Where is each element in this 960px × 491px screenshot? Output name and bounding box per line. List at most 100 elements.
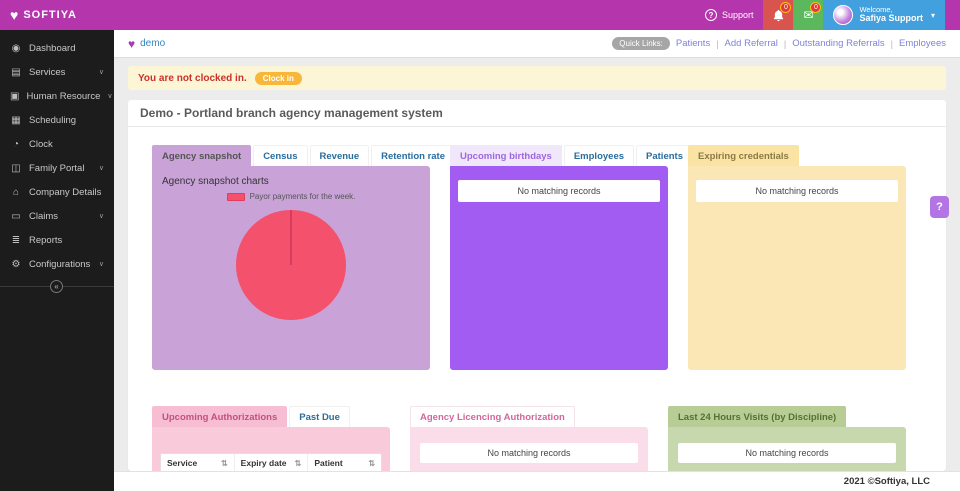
sidebar-item-label: Services	[29, 66, 66, 78]
chevron-down-icon: ∨	[107, 93, 113, 100]
bell-icon	[773, 9, 784, 21]
quick-links: Quick Links: Patients | Add Referral | O…	[612, 37, 946, 50]
family-portal-icon: ◫	[11, 162, 21, 174]
clock-in-button[interactable]: Clock in	[254, 71, 302, 85]
column-header-service[interactable]: Service ⇅	[161, 454, 235, 471]
messages-button[interactable]: ✉ 0	[793, 0, 824, 30]
quick-link-outstanding-referrals[interactable]: Outstanding Referrals	[792, 38, 885, 49]
sidebar-divider: «	[0, 280, 114, 300]
content-area: You are not clocked in. Clock in Demo - …	[114, 58, 960, 471]
quick-links-label: Quick Links:	[612, 37, 670, 50]
quick-link-employees[interactable]: Employees	[899, 38, 946, 49]
sidebar-item-label: Company Details	[29, 186, 102, 198]
help-floating-button[interactable]: ?	[930, 196, 949, 218]
column-label: Expiry date	[240, 458, 287, 468]
tab-retention-rate[interactable]: Retention rate	[371, 145, 455, 166]
authorizations-table-header: Service ⇅ Expiry date ⇅ Patient	[160, 453, 382, 471]
link-separator: |	[890, 38, 893, 49]
tab-past-due[interactable]: Past Due	[289, 406, 350, 427]
column-header-patient[interactable]: Patient ⇅	[308, 454, 381, 471]
brand-logo[interactable]: ♥ SOFTIYA	[0, 8, 114, 22]
licencing-panel-body: No matching records	[410, 427, 648, 471]
sidebar-item-label: Clock	[29, 138, 53, 150]
sidebar-item-reports[interactable]: ≣ Reports	[0, 228, 114, 252]
sidebar-item-configurations[interactable]: ⚙ Configurations ∨	[0, 252, 114, 276]
page-title: Demo - Portland branch agency management…	[128, 100, 946, 127]
chevron-down-icon: ∨	[98, 261, 104, 268]
sidebar-item-clock[interactable]: ◔ Clock	[0, 132, 114, 156]
question-circle-icon: ?	[704, 9, 717, 21]
link-separator: |	[783, 38, 787, 49]
tab-expiring-credentials[interactable]: Expiring credentials	[688, 145, 799, 166]
human-resource-icon: ▣	[10, 90, 20, 102]
tab-employees[interactable]: Employees	[563, 145, 635, 166]
credentials-panel-body: No matching records	[688, 166, 906, 370]
pie-chart	[152, 209, 430, 321]
sidebar-item-dashboard[interactable]: ◉ Dashboard	[0, 36, 114, 60]
empty-state: No matching records	[696, 180, 898, 202]
pie-chart-svg	[236, 210, 346, 320]
licencing-tabs: Agency Licencing Authorization	[410, 406, 648, 427]
empty-state: No matching records	[678, 443, 896, 463]
user-name: Safiya Support	[859, 13, 923, 24]
panels-container: Agency snapshot Census Revenue Retention…	[128, 127, 946, 471]
breadcrumb[interactable]: ♥ demo	[128, 37, 165, 51]
caret-down-icon: ▾	[930, 10, 935, 20]
panel-agency-snapshot: Agency snapshot Census Revenue Retention…	[152, 145, 455, 370]
tab-census[interactable]: Census	[253, 145, 308, 166]
tab-last-24-hours-visits[interactable]: Last 24 Hours Visits (by Discipline)	[668, 406, 847, 427]
tab-revenue[interactable]: Revenue	[309, 145, 370, 166]
snapshot-tabs: Agency snapshot Census Revenue Retention…	[152, 145, 455, 166]
birthdays-panel-body: No matching records	[450, 166, 668, 370]
company-details-icon: ⌂	[12, 186, 20, 198]
panels-row-1: Agency snapshot Census Revenue Retention…	[152, 145, 922, 370]
chevron-down-icon: ∨	[98, 165, 104, 172]
dashboard-icon: ◉	[11, 42, 21, 54]
tab-upcoming-birthdays[interactable]: Upcoming birthdays	[450, 145, 562, 166]
sidebar-item-services[interactable]: ▤ Services ∨	[0, 60, 114, 84]
tab-agency-licencing-authorization[interactable]: Agency Licencing Authorization	[410, 406, 575, 427]
support-label: Support	[721, 10, 754, 20]
services-icon: ▤	[11, 66, 21, 78]
legend-swatch	[226, 192, 245, 201]
sort-icon: ⇅	[220, 458, 228, 468]
sidebar-item-label: Claims	[29, 210, 59, 222]
claims-icon: ▭	[11, 210, 21, 222]
tab-agency-snapshot[interactable]: Agency snapshot	[152, 145, 252, 166]
panels-row-2: Upcoming Authorizations Past Due Service…	[152, 406, 922, 471]
tab-upcoming-authorizations[interactable]: Upcoming Authorizations	[152, 406, 288, 427]
authorizations-panel-body: Service ⇅ Expiry date ⇅ Patient	[152, 427, 390, 471]
scheduling-icon: ▦	[11, 114, 21, 126]
clock-icon: ◔	[12, 138, 20, 150]
sidebar-item-human-resource[interactable]: ▣ Human Resource ∨	[0, 84, 114, 108]
sidebar-item-scheduling[interactable]: ▦ Scheduling	[0, 108, 114, 132]
quick-link-patients[interactable]: Patients	[675, 38, 711, 49]
sort-icon: ⇅	[368, 458, 376, 468]
sidebar-collapse-button[interactable]: «	[50, 280, 63, 293]
heart-logo-icon: ♥	[10, 7, 19, 23]
copyright-text: 2021 ©Softiya, LLC	[843, 476, 930, 487]
sidebar-item-company-details[interactable]: ⌂ Company Details	[0, 180, 114, 204]
tab-patients[interactable]: Patients	[636, 145, 693, 166]
configurations-icon: ⚙	[11, 258, 21, 270]
sidebar: ◉ Dashboard ▤ Services ∨ ▣ Human Resourc…	[0, 30, 114, 491]
sort-icon: ⇅	[294, 458, 302, 468]
user-menu[interactable]: Welcome, Safiya Support ▾	[823, 0, 945, 30]
sidebar-item-label: Scheduling	[29, 114, 77, 126]
sidebar-item-label: Dashboard	[29, 42, 76, 54]
brand-name: SOFTIYA	[23, 9, 77, 21]
panel-expiring-credentials: Expiring credentials No matching records	[688, 145, 906, 370]
column-label: Patient	[314, 458, 343, 468]
welcome-label: Welcome,	[859, 4, 893, 14]
sidebar-item-family-portal[interactable]: ◫ Family Portal ∨	[0, 156, 114, 180]
notifications-button[interactable]: 0	[763, 0, 794, 30]
messages-badge: 0	[810, 2, 822, 13]
subheader: ♥ demo Quick Links: Patients | Add Refer…	[114, 30, 960, 58]
chevron-down-icon: ∨	[98, 213, 104, 220]
quick-link-add-referral[interactable]: Add Referral	[724, 38, 778, 49]
sidebar-item-claims[interactable]: ▭ Claims ∨	[0, 204, 114, 228]
column-header-expiry-date[interactable]: Expiry date ⇅	[235, 454, 309, 471]
branch-heart-icon: ♥	[128, 36, 136, 51]
support-button[interactable]: ? Support	[695, 0, 764, 30]
